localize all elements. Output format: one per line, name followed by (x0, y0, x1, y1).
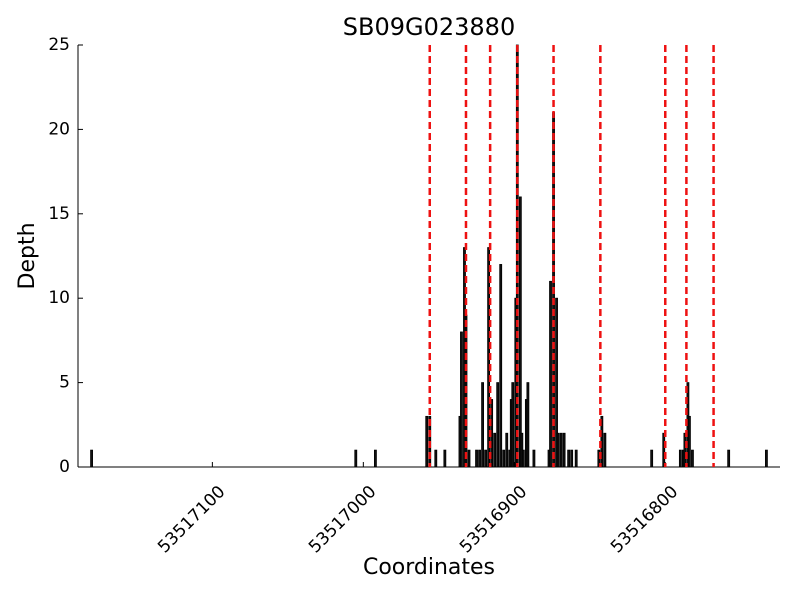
bar (374, 449, 377, 468)
y-axis-label: Depth (15, 222, 40, 289)
bar (526, 382, 530, 468)
bar (499, 264, 503, 468)
bar (90, 449, 93, 468)
bar (496, 382, 500, 468)
bar (562, 432, 566, 468)
y-tick-label: 20 (48, 119, 70, 139)
x-tick-label: 53517100 (154, 482, 229, 557)
bar (518, 196, 522, 468)
bar (683, 432, 687, 468)
bar (570, 449, 574, 468)
bar (765, 449, 768, 468)
bar (559, 432, 563, 468)
bar (502, 449, 506, 468)
bar (478, 449, 481, 468)
bar (493, 432, 497, 468)
bar (484, 449, 488, 468)
bar (678, 449, 682, 468)
bar (688, 415, 691, 468)
bar (460, 331, 463, 468)
bar (521, 449, 525, 468)
y-tick-label: 25 (48, 35, 70, 55)
bar (691, 449, 694, 468)
y-tick-label: 5 (59, 373, 70, 393)
y-tick-label: 10 (48, 288, 70, 308)
bar (481, 382, 484, 468)
bar (549, 280, 552, 468)
bar (425, 415, 429, 468)
bar (511, 382, 515, 468)
bar (650, 449, 654, 468)
x-tick-label: 53516900 (456, 482, 531, 557)
bar (567, 449, 571, 468)
y-tick-label: 0 (59, 457, 70, 477)
x-axis-label: Coordinates (363, 555, 495, 580)
bar (475, 449, 478, 468)
y-tick-label: 15 (48, 204, 70, 224)
bar (556, 432, 560, 468)
bar (467, 449, 471, 468)
bar (574, 449, 578, 468)
x-tick-label: 53517000 (305, 482, 380, 557)
bar (443, 449, 447, 468)
chart-title: SB09G023880 (343, 13, 515, 41)
bar (555, 297, 558, 468)
x-tick-label: 53516800 (607, 482, 682, 557)
bar (354, 449, 358, 468)
bar (727, 449, 731, 468)
bar (505, 432, 509, 468)
bar (603, 432, 607, 468)
bar (662, 432, 666, 468)
bar (434, 449, 438, 468)
bar (532, 449, 536, 468)
